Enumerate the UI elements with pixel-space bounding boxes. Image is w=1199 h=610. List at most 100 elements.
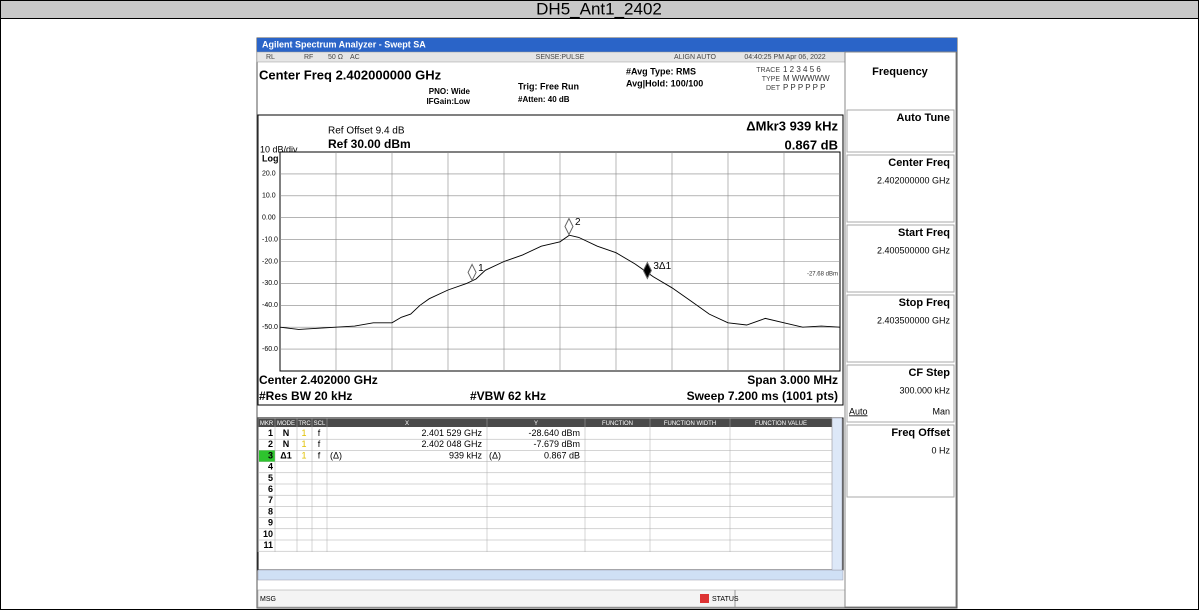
column-header: X bbox=[405, 421, 409, 427]
display-line-label: -27.68 dBm bbox=[807, 272, 838, 278]
mkr: 4 bbox=[268, 462, 273, 472]
mkr: 1 bbox=[268, 428, 273, 438]
footer: #Res BW 20 kHz bbox=[259, 389, 352, 403]
plot-frame bbox=[257, 114, 844, 406]
mkr: 7 bbox=[268, 495, 273, 505]
softkey-option: Man bbox=[932, 406, 950, 416]
setting: Trig: Free Run bbox=[518, 81, 579, 91]
trace bbox=[279, 234, 841, 330]
y-tick-label: -60.0 bbox=[262, 346, 278, 353]
column-header: FUNCTION WIDTH bbox=[664, 421, 716, 427]
status-item: 50 Ω bbox=[328, 54, 343, 61]
trc: 1 bbox=[301, 428, 306, 438]
trace-label: DET bbox=[766, 85, 781, 92]
scl: f bbox=[318, 428, 321, 438]
mkr: 11 bbox=[263, 540, 273, 550]
setting: PNO: Wide bbox=[429, 87, 471, 96]
marker bbox=[564, 217, 574, 236]
y-tick-label: 20.0 bbox=[262, 171, 276, 178]
trace-value: M WWWWW bbox=[783, 74, 830, 83]
mode: Δ1 bbox=[280, 450, 291, 460]
footer: Span 3.000 MHz bbox=[747, 373, 838, 387]
mkr: 8 bbox=[268, 506, 273, 516]
mkr: 2 bbox=[268, 439, 273, 449]
mkr: 9 bbox=[268, 518, 273, 528]
y-fn: (Δ) bbox=[489, 450, 501, 460]
y-tick-label: -30.0 bbox=[262, 280, 278, 287]
softkey-option: Auto bbox=[849, 406, 868, 416]
marker-label: 3Δ1 bbox=[653, 261, 671, 272]
y-value: 0.867 dB bbox=[544, 450, 580, 460]
softkey-value: 2.403500000 GHz bbox=[877, 315, 951, 325]
status-item: 04:40:25 PM Apr 06, 2022 bbox=[744, 54, 825, 61]
center-freq: Center Freq 2.402000000 GHz bbox=[259, 67, 442, 82]
softkey[interactable] bbox=[846, 294, 955, 363]
softkey-label: Stop Freq bbox=[899, 297, 950, 309]
setting: Avg|Hold: 100/100 bbox=[626, 78, 703, 88]
setting: #Atten: 40 dB bbox=[518, 95, 570, 104]
softkey-label: Start Freq bbox=[898, 227, 950, 239]
scale-type: Log bbox=[262, 153, 279, 163]
column-header: FUNCTION bbox=[602, 421, 633, 427]
y-tick-label: -10.0 bbox=[262, 236, 278, 243]
softkey-value: 2.400500000 GHz bbox=[877, 245, 951, 255]
column-header: TRC bbox=[298, 421, 311, 427]
trace-label: TYPE bbox=[762, 76, 781, 83]
y-tick-label: 0.00 bbox=[262, 215, 276, 222]
title-bar bbox=[257, 38, 957, 52]
x-fn: (Δ) bbox=[330, 450, 342, 460]
trace-value: P P P P P P bbox=[783, 83, 825, 92]
column-header: MODE bbox=[277, 421, 295, 427]
status: STATUS bbox=[712, 596, 739, 603]
column-header: SCL bbox=[314, 421, 326, 427]
status-item: AC bbox=[350, 54, 360, 61]
page-title: DH5_Ant1_2402 bbox=[536, 0, 662, 18]
scale: 10 dB/div bbox=[260, 144, 298, 154]
y-tick-label: -40.0 bbox=[262, 302, 278, 309]
y-value: -28.640 dBm bbox=[528, 428, 580, 438]
column-header: Y bbox=[534, 421, 538, 427]
scrollbar bbox=[257, 569, 844, 581]
footer: #VBW 62 kHz bbox=[470, 389, 546, 403]
footer: Sweep 7.200 ms (1001 pts) bbox=[687, 389, 838, 403]
footer: Center 2.402000 GHz bbox=[259, 373, 378, 387]
softkey-label: Freq Offset bbox=[891, 427, 950, 439]
trc: 1 bbox=[301, 450, 306, 460]
mkr: 3 bbox=[268, 450, 273, 460]
x-value: 939 kHz bbox=[449, 450, 483, 460]
status-item: SENSE:PULSE bbox=[536, 54, 585, 61]
v-scrollbar bbox=[831, 417, 843, 571]
softkey-label: CF Step bbox=[908, 367, 950, 379]
y-tick-label: 10.0 bbox=[262, 193, 276, 200]
mkr: 6 bbox=[268, 484, 273, 494]
softkey[interactable] bbox=[846, 109, 955, 153]
marker bbox=[467, 263, 477, 282]
column-header: FUNCTION VALUE bbox=[755, 421, 807, 427]
mkr: 5 bbox=[268, 473, 273, 483]
softkey-value: 300.000 kHz bbox=[899, 385, 950, 395]
msg: MSG bbox=[260, 596, 276, 603]
softkey-label: Auto Tune bbox=[896, 112, 950, 124]
y-tick-label: -50.0 bbox=[262, 324, 278, 331]
ref-offset: Ref Offset 9.4 dB bbox=[328, 126, 405, 137]
softkey-value: 0 Hz bbox=[931, 445, 950, 455]
x-value: 2.401 529 GHz bbox=[421, 428, 482, 438]
setting: #Avg Type: RMS bbox=[626, 66, 696, 76]
column-header: MKR bbox=[260, 421, 274, 427]
softkey[interactable] bbox=[846, 424, 955, 498]
status-item: RF bbox=[304, 54, 313, 61]
x-value: 2.402 048 GHz bbox=[421, 439, 482, 449]
status-item: ALIGN AUTO bbox=[674, 54, 716, 61]
trace-label: TRACE bbox=[756, 67, 780, 74]
delta-value: 0.867 dB bbox=[785, 137, 838, 152]
softkey-value: 2.402000000 GHz bbox=[877, 175, 951, 185]
softkey[interactable] bbox=[846, 224, 955, 293]
marker bbox=[642, 261, 652, 280]
softkey[interactable] bbox=[846, 364, 955, 423]
marker-label: 1 bbox=[478, 263, 484, 274]
status-item: RL bbox=[266, 54, 275, 61]
softkey[interactable] bbox=[846, 154, 955, 223]
y-value: -7.679 dBm bbox=[533, 439, 580, 449]
